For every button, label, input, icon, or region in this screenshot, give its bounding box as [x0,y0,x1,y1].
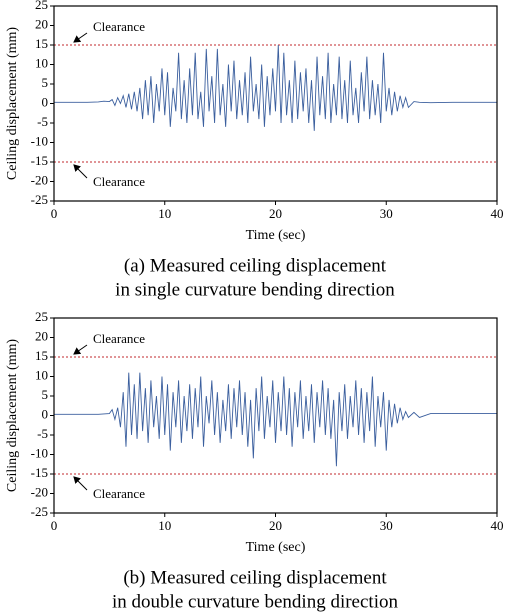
y-tick-label: 15 [35,36,48,51]
y-tick-label: 10 [35,367,48,382]
caption: in single curvature bending direction [115,279,395,300]
x-tick-label: 40 [491,518,504,533]
annotation: Clearance [93,486,145,501]
y-tick-label: 5 [42,75,49,90]
annotation: Clearance [93,174,145,189]
plot-frame [53,317,498,514]
annotation: Clearance [93,19,145,34]
y-tick-label: 10 [35,55,48,70]
y-tick-label: 0 [42,406,49,421]
y-tick-label: 5 [42,387,49,402]
x-tick-label: 10 [158,518,171,533]
y-tick-label: -20 [31,172,48,187]
y-tick-label: -20 [31,484,48,499]
x-axis-label: Time (sec) [246,540,306,555]
x-tick-label: 0 [51,518,58,533]
y-tick-label: -5 [37,426,48,441]
annotation-arrow [73,344,88,355]
y-tick-label: 20 [35,328,48,343]
y-tick-label: -5 [37,114,48,129]
y-tick-label: -25 [31,192,48,207]
plot-frame [53,5,498,202]
caption: (b) Measured ceiling displacement [123,567,387,588]
x-axis-label: Time (sec) [246,228,306,243]
data-line [54,372,497,467]
caption: in double curvature bending direction [112,591,398,612]
y-tick-label: 20 [35,16,48,31]
x-tick-label: 20 [269,518,282,533]
y-tick-label: 25 [35,309,48,324]
y-tick-label: 15 [35,348,48,363]
x-tick-label: 10 [158,206,171,221]
y-tick-label: -15 [31,153,48,168]
annotation-arrow [73,164,88,179]
annotation: Clearance [93,331,145,346]
x-tick-label: 0 [51,206,58,221]
annotation-arrow [73,476,88,491]
x-tick-label: 40 [491,206,504,221]
y-tick-label: -15 [31,465,48,480]
y-tick-label: -25 [31,504,48,519]
x-tick-label: 30 [380,518,393,533]
data-line [54,44,497,131]
y-tick-label: -10 [31,133,48,148]
caption: (a) Measured ceiling displacement [124,255,387,276]
annotation-arrow [73,32,88,43]
y-tick-label: 0 [42,94,49,109]
y-tick-label: -10 [31,445,48,460]
y-axis-label: Ceiling displacement (mm) [5,27,20,181]
y-tick-label: 25 [35,0,48,12]
x-tick-label: 30 [380,206,393,221]
x-tick-label: 20 [269,206,282,221]
y-axis-label: Ceiling displacement (mm) [5,339,20,493]
